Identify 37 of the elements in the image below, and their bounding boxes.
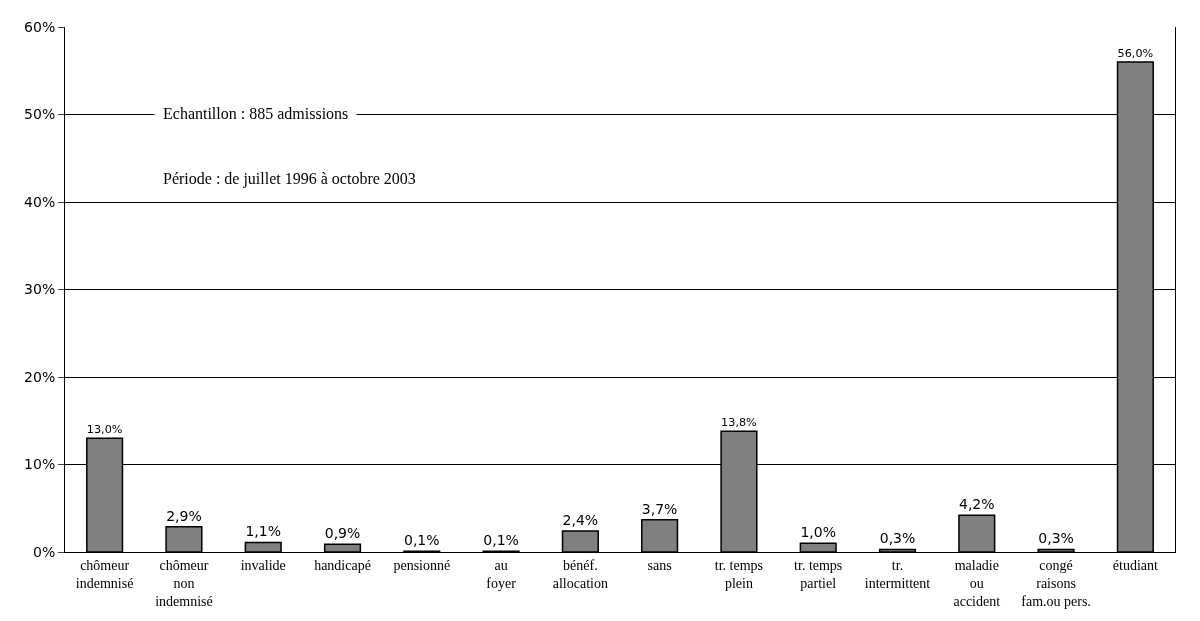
- x-tick-label: congé raisons fam.ou pers.: [1021, 557, 1091, 610]
- data-label: 0,3%: [1038, 530, 1074, 547]
- data-label: 13,0%: [86, 422, 123, 436]
- x-tick-label: sans: [647, 557, 672, 573]
- x-tick-label: invalide: [240, 557, 286, 573]
- x-tick-label: étudiant: [1112, 557, 1159, 573]
- y-tick-label: 40%: [24, 193, 56, 210]
- y-tick-label: 60%: [24, 18, 56, 35]
- annotation: Période : de juillet 1996 à octobre 2003: [163, 170, 416, 188]
- y-tick-label: 10%: [24, 456, 56, 473]
- x-tick-label: chômeur indemnisé: [75, 557, 134, 591]
- data-label: 1,0%: [800, 524, 836, 541]
- y-tick-label: 50%: [24, 106, 56, 123]
- data-label: 0,1%: [404, 532, 440, 549]
- data-label: 4,2%: [959, 496, 995, 513]
- x-tick-label: tr. temps partiel: [794, 557, 843, 591]
- x-tick-label: pensionné: [393, 557, 451, 573]
- x-tick-label: bénéf. allocation: [552, 557, 608, 591]
- y-tick-label: 20%: [24, 368, 56, 385]
- x-tick-label: tr. temps plein: [714, 557, 764, 591]
- data-label: 0,3%: [879, 530, 916, 547]
- data-label: 2,9%: [166, 507, 202, 524]
- y-tick-label: 0%: [32, 543, 56, 560]
- x-tick-label: maladie ou accident: [953, 557, 1001, 610]
- x-tick-label: au foyer: [486, 557, 517, 591]
- data-label: 2,4%: [562, 512, 599, 528]
- annotation: Echantillon : 885 admissions: [163, 105, 349, 122]
- data-label: 1,1%: [245, 523, 281, 540]
- x-tick-label: handicapé: [314, 557, 371, 573]
- data-label: 0,1%: [483, 532, 519, 549]
- data-label: 56,0%: [1117, 46, 1154, 60]
- data-label: 0,9%: [324, 525, 361, 542]
- y-tick-label: 30%: [24, 281, 56, 298]
- data-label: 13,8%: [721, 415, 758, 429]
- x-tick-label: tr. intermittent: [864, 557, 931, 591]
- data-label: 3,7%: [641, 500, 678, 517]
- x-tick-label: chômeur non indemnisé: [155, 557, 213, 610]
